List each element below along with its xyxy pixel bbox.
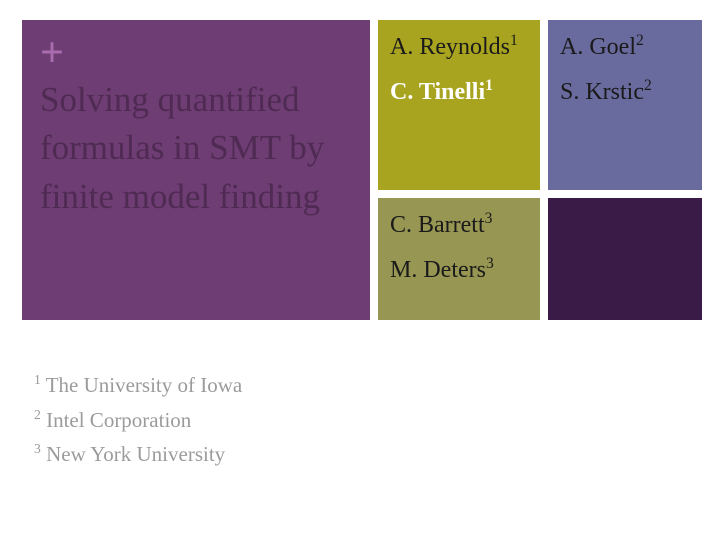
author-affil-ref: 3 bbox=[486, 255, 494, 272]
affiliation-num: 3 bbox=[34, 441, 41, 456]
authors-col1-bot: C. Barrett3M. Deters3 bbox=[378, 198, 540, 320]
author-name: C. Tinelli bbox=[390, 79, 485, 105]
author-name: C. Barrett bbox=[390, 212, 485, 238]
author-affil-ref: 2 bbox=[636, 32, 644, 49]
affiliation-text: New York University bbox=[41, 442, 225, 466]
affiliations: 1 The University of Iowa2 Intel Corporat… bbox=[34, 368, 242, 472]
author-entry: M. Deters3 bbox=[390, 257, 528, 284]
affiliation-line: 2 Intel Corporation bbox=[34, 403, 242, 438]
author-name: S. Krstic bbox=[560, 79, 644, 105]
authors-col2-top: A. Goel2S. Krstic2 bbox=[548, 20, 702, 190]
author-affil-ref: 1 bbox=[485, 77, 493, 94]
author-entry: A. Reynolds1 bbox=[390, 34, 528, 61]
author-affil-ref: 2 bbox=[644, 77, 652, 94]
affiliation-line: 3 New York University bbox=[34, 437, 242, 472]
author-affil-ref: 1 bbox=[510, 32, 518, 49]
affiliation-num: 1 bbox=[34, 372, 41, 387]
author-entry: C. Tinelli1 bbox=[390, 79, 528, 106]
plus-icon: + bbox=[40, 32, 352, 74]
author-entry: A. Goel2 bbox=[560, 34, 690, 61]
author-entry: S. Krstic2 bbox=[560, 79, 690, 106]
author-name: M. Deters bbox=[390, 257, 486, 283]
author-entry: C. Barrett3 bbox=[390, 212, 528, 239]
author-name: A. Reynolds bbox=[390, 34, 510, 60]
affiliation-num: 2 bbox=[34, 407, 41, 422]
affiliation-text: The University of Iowa bbox=[41, 373, 242, 397]
author-name: A. Goel bbox=[560, 34, 636, 60]
affiliation-line: 1 The University of Iowa bbox=[34, 368, 242, 403]
authors-col2-bot bbox=[548, 198, 702, 320]
author-affil-ref: 3 bbox=[485, 210, 493, 227]
title-block: + Solving quantified formulas in SMT by … bbox=[22, 20, 370, 320]
slide-title: Solving quantified formulas in SMT by fi… bbox=[40, 76, 352, 221]
authors-col1-top: A. Reynolds1C. Tinelli1 bbox=[378, 20, 540, 190]
affiliation-text: Intel Corporation bbox=[41, 408, 191, 432]
